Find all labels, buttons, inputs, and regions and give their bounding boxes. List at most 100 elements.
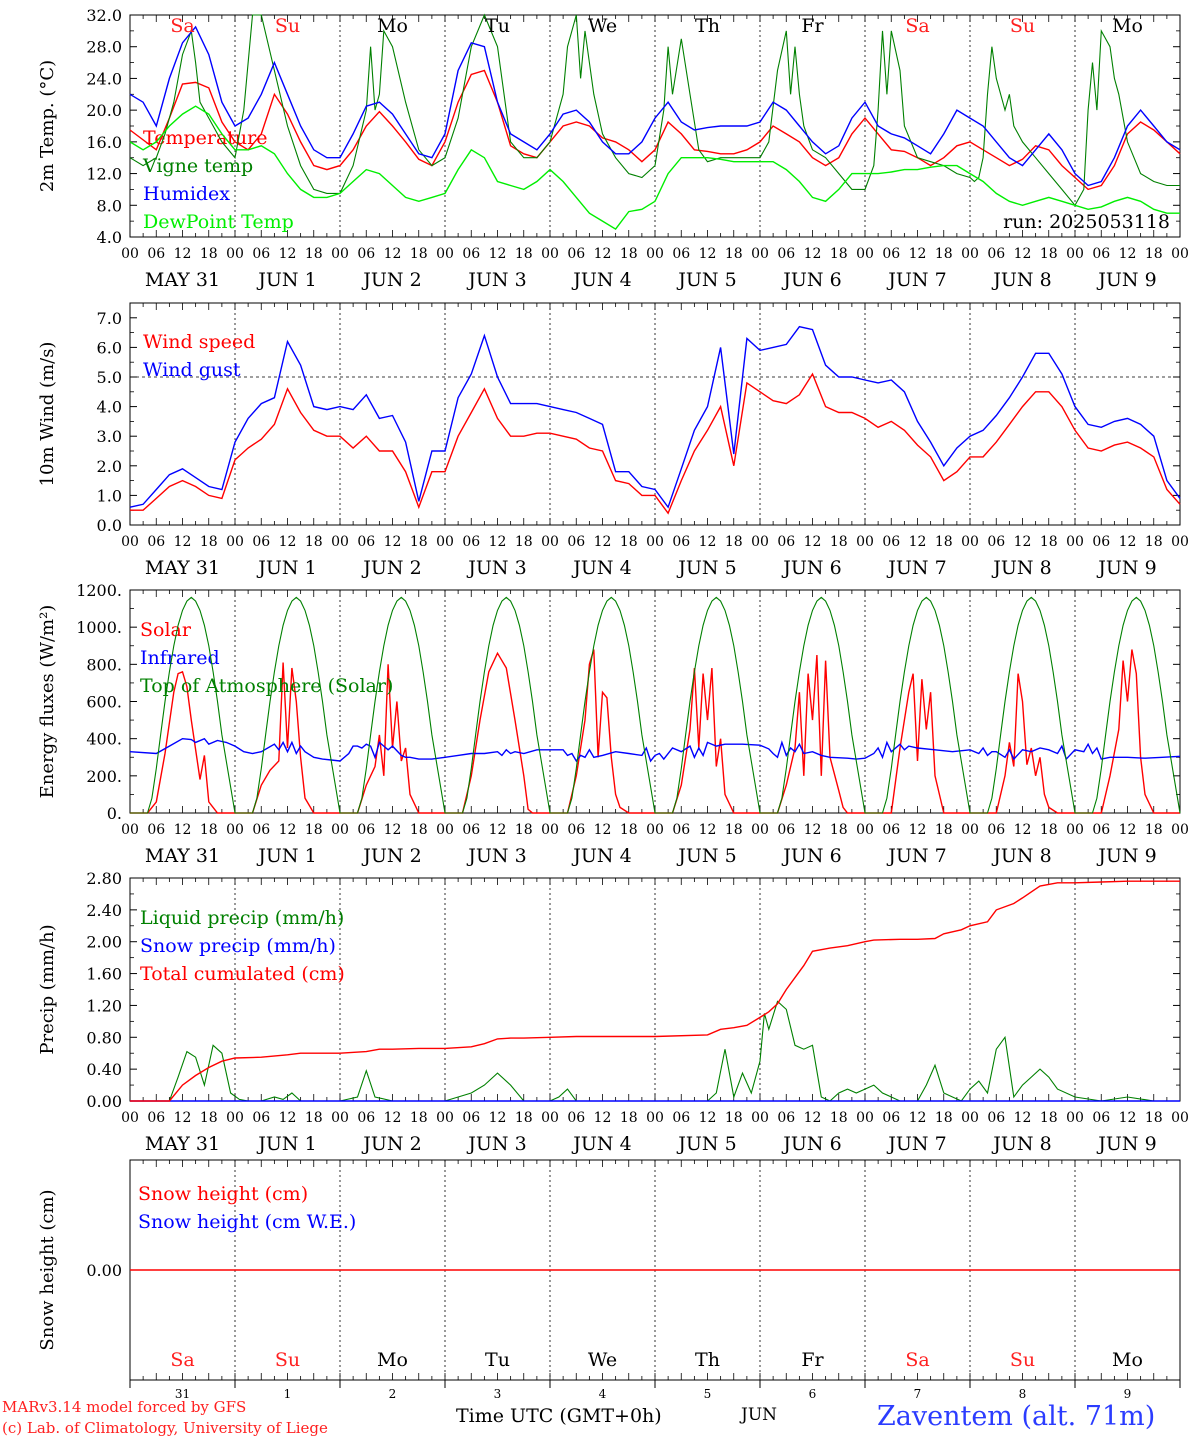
precip-hour-label: 06 [777,1110,795,1126]
temp-ytick-label: 16.0 [86,133,122,152]
energy-hour-label: 12 [384,822,402,838]
temp-hour-label: 06 [567,246,585,262]
energy-ytick-label: 200. [86,767,122,786]
energy-hour-label: 00 [436,822,454,838]
wind-ytick-label: 0.0 [97,516,122,535]
temp-date-label: JUN 5 [676,269,736,291]
wind-hour-label: 12 [1014,534,1032,550]
energy-hour-label: 12 [699,822,717,838]
wind-hour-label: 12 [699,534,717,550]
wind-hour-label: 00 [961,534,979,550]
energy-ytick-label: 800. [86,655,122,674]
temp-hour-label: 00 [1066,246,1084,262]
energy-hour-label: 06 [777,822,795,838]
temp-ytick-label: 4.0 [97,228,122,247]
energy-hour-label: 12 [174,822,192,838]
temp-hour-label: 18 [830,246,848,262]
temp-date-label: JUN 8 [991,269,1051,291]
wind-date-label: JUN 8 [991,557,1051,579]
wind-series-0 [130,372,1181,515]
precip-date-label: JUN 7 [886,1133,946,1155]
precip-hour-label: 18 [515,1110,533,1126]
precip-hour-label: 00 [856,1110,874,1126]
wind-hour-label: 06 [357,534,375,550]
precip-hour-label: 12 [279,1110,297,1126]
precip-date-label: MAY 31 [145,1133,220,1155]
precip-ytick-label: 0.80 [86,1028,122,1047]
energy-hour-label: 06 [252,822,270,838]
wind-ytick-label: 3.0 [97,427,122,446]
wind-hour-label: 00 [226,534,244,550]
precip-date-label: JUN 8 [991,1133,1051,1155]
snow-legend-1: Snow height (cm W.E.) [138,1211,356,1233]
temp-date-label: JUN 4 [571,269,631,291]
day-number-label: 2 [389,1387,397,1401]
temp-hour-label: 12 [489,246,507,262]
model-credit: MARv3.14 model forced by GFS [2,1398,247,1416]
temp-hour-label: 00 [121,246,139,262]
wind-date-label: JUN 5 [676,557,736,579]
day-name-bottom: Sa [905,1349,929,1371]
copyright-credit: (c) Lab. of Climatology, University of L… [2,1419,328,1437]
wind-legend-1: Wind gust [143,359,241,381]
temp-ytick-label: 24.0 [86,69,122,88]
temp-hour-label: 12 [1119,246,1137,262]
energy-ytick-label: 600. [86,693,122,712]
month-label: JUN [741,1405,778,1425]
wind-hour-label: 00 [1066,534,1084,550]
precip-hour-label: 12 [594,1110,612,1126]
wind-ytick-label: 5.0 [97,368,122,387]
energy-legend-2: Top of Atmosphere (Solar) [140,675,393,697]
wind-hour-label: 00 [751,534,769,550]
x-axis-label: Time UTC (GMT+0h) [456,1405,662,1427]
precip-ytick-label: 1.20 [86,996,122,1015]
day-number-label: 31 [175,1387,190,1401]
temp-date-label: JUN 2 [361,269,421,291]
precip-series-2 [130,880,1180,1102]
precip-hour-label: 18 [935,1110,953,1126]
temp-date-label: JUN 9 [1096,269,1156,291]
day-name-bottom: Sa [170,1349,194,1371]
day-name-bottom: Mo [377,1349,408,1371]
wind-hour-label: 06 [462,534,480,550]
energy-ylabel: Energy fluxes (W/m²) [37,605,58,799]
precip-hour-label: 00 [541,1110,559,1126]
temp-hour-label: 18 [200,246,218,262]
precip-hour-label: 18 [620,1110,638,1126]
temp-hour-label: 00 [226,246,244,262]
temp-hour-label: 18 [515,246,533,262]
temp-date-label: MAY 31 [145,269,220,291]
day-number-label: 3 [494,1387,502,1401]
day-name-bottom: Fr [801,1349,824,1371]
energy-hour-label: 06 [567,822,585,838]
precip-hour-label: 06 [987,1110,1005,1126]
energy-ytick-label: 1000. [76,618,122,637]
wind-hour-label: 18 [200,534,218,550]
energy-hour-label: 06 [882,822,900,838]
energy-date-label: JUN 7 [886,845,946,867]
wind-date-label: JUN 9 [1096,557,1156,579]
precip-date-label: JUN 2 [361,1133,421,1155]
precip-hour-label: 12 [384,1110,402,1126]
wind-hour-label: 06 [567,534,585,550]
wind-hour-label: 06 [987,534,1005,550]
temp-ytick-label: 20.0 [86,101,122,120]
temp-hour-label: 12 [279,246,297,262]
temp-hour-label: 06 [252,246,270,262]
energy-hour-label: 00 [121,822,139,838]
temp-hour-label: 06 [147,246,165,262]
precip-legend-2: Total cumulated (cm) [140,963,345,985]
precip-hour-label: 06 [462,1110,480,1126]
wind-ytick-label: 2.0 [97,457,122,476]
wind-hour-label: 06 [1092,534,1110,550]
day-name-bottom: We [588,1349,617,1371]
temp-hour-label: 00 [541,246,559,262]
precip-legend-1: Snow precip (mm/h) [140,935,336,957]
temp-ytick-label: 32.0 [86,6,122,25]
temp-legend-2: Humidex [143,183,230,205]
day-name-top: Sa [905,15,929,37]
wind-ytick-label: 4.0 [97,398,122,417]
energy-hour-label: 18 [935,822,953,838]
wind-hour-label: 18 [725,534,743,550]
